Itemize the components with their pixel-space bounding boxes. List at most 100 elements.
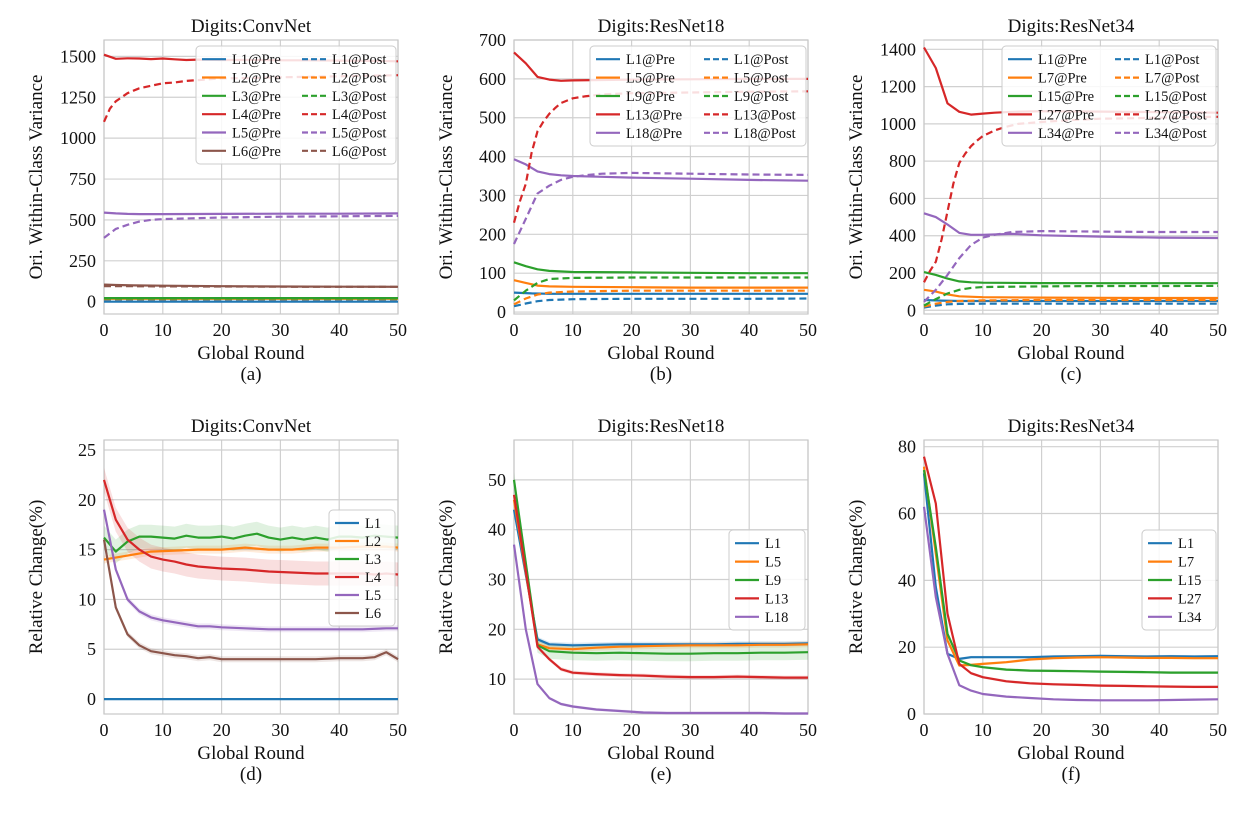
legend-label: L3 <box>365 552 381 568</box>
legend-label: L1@Pre <box>1038 52 1087 68</box>
plot-frame <box>923 439 1219 715</box>
legend-label: L27@Pre <box>1038 107 1094 123</box>
y-tick-label: 5 <box>87 639 96 659</box>
legend: L1 L5 L9 L13 L18 <box>728 529 806 631</box>
series-line-l15-post <box>923 284 1219 307</box>
y-axis-label: Relative Change(%) <box>436 500 457 655</box>
series-line-l15-pre <box>923 271 1218 285</box>
x-tick-label: 20 <box>213 320 231 340</box>
series-line-l9-pre <box>513 261 808 275</box>
series-line-l1-pre <box>513 291 808 295</box>
legend-label: L34@Post <box>1145 126 1207 142</box>
panel-title: Digits:ResNet34 <box>1008 416 1135 437</box>
x-tick-label: 10 <box>154 720 172 740</box>
y-tick-label: 10 <box>488 669 506 689</box>
series-line-l15 <box>922 469 1218 674</box>
x-tick-label: 10 <box>154 320 172 340</box>
y-tick-label: 250 <box>69 251 96 271</box>
series-line-l5-post <box>103 214 399 239</box>
legend-label: L13@Post <box>734 107 796 123</box>
y-tick-label: 80 <box>898 437 916 457</box>
y-tick-label: 1200 <box>880 77 916 97</box>
y-tick-label: 20 <box>898 637 916 657</box>
legend-label: L13 <box>765 591 788 607</box>
legend: L1@Pre L5@Pre L9@Pre L13@Pre L18@Pre L1@Post L… <box>589 45 807 147</box>
x-tick-label: 10 <box>564 720 582 740</box>
y-tick-label: 10 <box>78 589 96 609</box>
y-tick-label: 500 <box>479 108 506 128</box>
legend-label: L15 <box>1178 573 1201 589</box>
series-line-l34 <box>922 506 1219 702</box>
legend-label: L6 <box>365 606 381 622</box>
legend-label: L1@Post <box>332 52 386 68</box>
y-axis-label: Relative Change(%) <box>26 500 47 655</box>
panel-a: 0 10 20 30 40 500250500750100012501500Digits:… <box>26 16 407 385</box>
y-axis-label: Ori. Within-Class Variance <box>846 75 867 280</box>
legend-label: L9 <box>765 573 781 589</box>
plot-frame <box>513 39 809 315</box>
y-tick-label: 400 <box>889 226 916 246</box>
y-tick-label: 1000 <box>880 114 916 134</box>
legend-label: L1@Post <box>734 52 788 68</box>
legend-label: L34 <box>1178 610 1202 626</box>
y-tick-label: 700 <box>479 30 506 50</box>
x-tick-label: 30 <box>271 320 289 340</box>
x-tick-label: 50 <box>1209 320 1227 340</box>
confidence-band-l3 <box>104 521 398 564</box>
y-tick-label: 25 <box>78 440 96 460</box>
y-tick-label: 0 <box>87 292 96 312</box>
y-tick-label: 40 <box>898 570 916 590</box>
legend-label: L2 <box>365 534 381 550</box>
y-tick-label: 50 <box>488 470 506 490</box>
legend-label: L1@Pre <box>626 52 675 68</box>
x-tick-label: 20 <box>1033 720 1051 740</box>
legend-label: L27 <box>1178 591 1201 607</box>
y-tick-label: 20 <box>78 490 96 510</box>
x-tick-label: 20 <box>213 720 231 740</box>
legend-label: L5@Pre <box>626 71 675 87</box>
legend-label: L15@Post <box>1145 89 1207 105</box>
legend-label: L5 <box>765 555 781 571</box>
legend-label: L5@Post <box>332 126 386 142</box>
x-tick-label: 30 <box>271 720 289 740</box>
x-tick-label: 40 <box>330 720 348 740</box>
x-tick-label: 40 <box>1150 720 1168 740</box>
legend-label: L1@Pre <box>232 52 281 68</box>
y-axis-label: Ori. Within-Class Variance <box>26 75 47 280</box>
panel-d: 0 10 20 30 40 50 0 5 10 15 20 25 Digits:ConvNet Globa… <box>26 416 407 785</box>
legend-label: L1@Post <box>1145 52 1199 68</box>
legend-label: L4 <box>365 570 382 586</box>
x-tick-label: 20 <box>623 320 641 340</box>
x-tick-label: 50 <box>389 320 407 340</box>
y-tick-label: 300 <box>479 185 506 205</box>
legend-box <box>1141 529 1217 631</box>
y-tick-label: 750 <box>69 169 96 189</box>
x-tick-label: 30 <box>681 720 699 740</box>
x-tick-label: 40 <box>330 320 348 340</box>
series-line-l7-post <box>923 298 1218 308</box>
y-tick-label: 600 <box>479 69 506 89</box>
legend-label: L1 <box>1178 536 1194 552</box>
series-line-l5-post <box>513 289 808 306</box>
y-axis-label: Ori. Within-Class Variance <box>436 75 457 280</box>
x-tick-label: 30 <box>681 320 699 340</box>
series-line-l6-post <box>104 285 398 288</box>
series-line-l34-pre <box>923 212 1219 240</box>
x-tick-label: 10 <box>974 320 992 340</box>
panel-sublabel: (b) <box>650 364 672 385</box>
panel-title: Digits:ResNet18 <box>598 16 725 37</box>
series-line-l18-post <box>513 171 809 245</box>
confidence-band-l4 <box>104 467 398 587</box>
panel-c: 0 10 20 30 40 50 0 200 400 600 800 1000 1200 1400 Digi… <box>846 16 1227 385</box>
y-tick-label: 600 <box>889 188 916 208</box>
legend-label: L18@Pre <box>626 126 682 142</box>
y-tick-label: 40 <box>488 520 506 540</box>
x-tick-label: 0 <box>920 320 929 340</box>
series-line-l7-pre <box>923 288 1218 300</box>
legend-label: L7 <box>1178 555 1194 571</box>
x-tick-label: 20 <box>623 720 641 740</box>
legend-label: L7@Pre <box>1038 71 1087 87</box>
legend-label: L18 <box>765 610 788 626</box>
x-tick-label: 50 <box>799 720 817 740</box>
